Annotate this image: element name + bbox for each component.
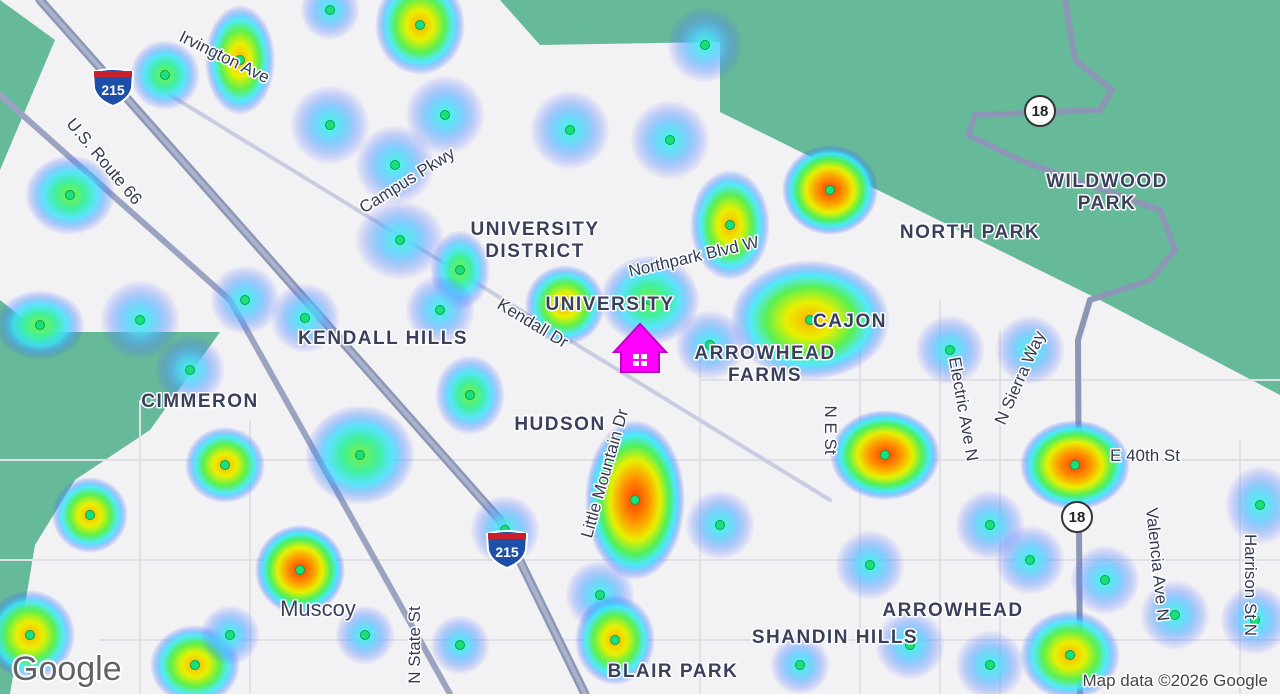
route-shield: 18 — [1024, 95, 1056, 127]
data-point — [300, 313, 310, 323]
data-point — [1255, 500, 1265, 510]
shield-top — [94, 71, 132, 77]
road-label: N State St — [405, 606, 424, 684]
data-point — [1070, 460, 1080, 470]
google-logo[interactable]: Google — [10, 648, 124, 690]
data-point — [25, 630, 35, 640]
data-point — [1170, 610, 1180, 620]
data-point — [985, 660, 995, 670]
data-point — [455, 640, 465, 650]
heat-blob — [375, 0, 465, 75]
place-label: FARMS — [728, 365, 802, 386]
shield-number: 215 — [101, 82, 125, 98]
place-label: Muscoy — [280, 596, 356, 621]
data-point — [560, 300, 570, 310]
data-point — [865, 560, 875, 570]
place-label: SHANDIN HILLS — [752, 627, 918, 648]
heat-blob — [0, 590, 75, 680]
data-point — [395, 235, 405, 245]
data-point — [880, 450, 890, 460]
place-label: UNIVERSITY — [470, 219, 599, 240]
data-point — [700, 40, 710, 50]
data-point — [35, 320, 45, 330]
data-point — [240, 295, 250, 305]
data-point — [565, 125, 575, 135]
data-point — [220, 460, 230, 470]
place-label: ARROWHEAD — [882, 600, 1023, 621]
heat-blob — [1225, 465, 1280, 545]
data-point — [1065, 650, 1075, 660]
shield-number: 18 — [1032, 103, 1049, 120]
shield-number: 18 — [1069, 509, 1086, 526]
heat-blob — [300, 0, 360, 40]
data-point — [435, 305, 445, 315]
data-point — [705, 340, 715, 350]
mountains — [0, 300, 220, 694]
data-point — [415, 20, 425, 30]
data-point — [905, 640, 915, 650]
place-label: ARROWHEAD — [694, 343, 835, 364]
data-point — [725, 220, 735, 230]
data-point — [805, 315, 815, 325]
data-point — [440, 110, 450, 120]
place-label: WILDWOOD — [1046, 171, 1168, 192]
place-label: UNIVERSITY — [545, 294, 674, 315]
data-point — [355, 450, 365, 460]
place-label: KENDALL HILLS — [298, 328, 468, 349]
data-point — [630, 495, 640, 505]
data-point — [390, 160, 400, 170]
shield-shape — [1024, 95, 1056, 127]
data-point — [795, 660, 805, 670]
attribution: Map data ©2026 Google — [1083, 671, 1269, 690]
data-point — [465, 390, 475, 400]
shield-shape — [485, 530, 529, 570]
shield-shape — [91, 68, 135, 108]
data-point — [190, 660, 200, 670]
place-label: PARK — [1078, 193, 1136, 214]
route-shield: 18 — [1061, 501, 1093, 533]
place-label: BLAIR PARK — [608, 661, 739, 682]
place-label: DISTRICT — [485, 241, 585, 262]
data-point — [360, 630, 370, 640]
data-point — [85, 510, 95, 520]
data-point — [665, 135, 675, 145]
data-point — [985, 520, 995, 530]
route-shield: 215 — [485, 530, 529, 570]
data-point — [325, 120, 335, 130]
shield-number: 215 — [495, 544, 519, 560]
data-point — [135, 315, 145, 325]
data-point — [235, 55, 245, 65]
place-label: NORTH PARK — [900, 222, 1040, 243]
data-point — [160, 70, 170, 80]
data-point — [645, 295, 655, 305]
data-point — [1250, 615, 1260, 625]
road-label: E 40th St — [1110, 446, 1180, 465]
data-point — [610, 635, 620, 645]
data-point — [825, 185, 835, 195]
data-point — [295, 565, 305, 575]
data-point — [455, 265, 465, 275]
route-shield: 215 — [91, 68, 135, 108]
data-point — [185, 365, 195, 375]
mountains — [500, 0, 1280, 395]
shield-top — [488, 533, 526, 539]
data-point — [945, 345, 955, 355]
data-point — [1025, 345, 1035, 355]
data-point — [1025, 555, 1035, 565]
place-label: CIMMERON — [141, 391, 259, 412]
data-point — [715, 520, 725, 530]
home-marker[interactable] — [611, 322, 669, 373]
shield-shape — [1061, 501, 1093, 533]
data-point — [1100, 575, 1110, 585]
place-label: HUDSON — [514, 414, 605, 435]
road-label: Harrison St N — [1241, 534, 1260, 636]
mountains — [0, 0, 55, 170]
road-label: N E St — [821, 405, 840, 454]
data-point — [65, 190, 75, 200]
place-label: CAJON — [813, 311, 887, 332]
data-point — [325, 5, 335, 15]
data-point — [225, 630, 235, 640]
